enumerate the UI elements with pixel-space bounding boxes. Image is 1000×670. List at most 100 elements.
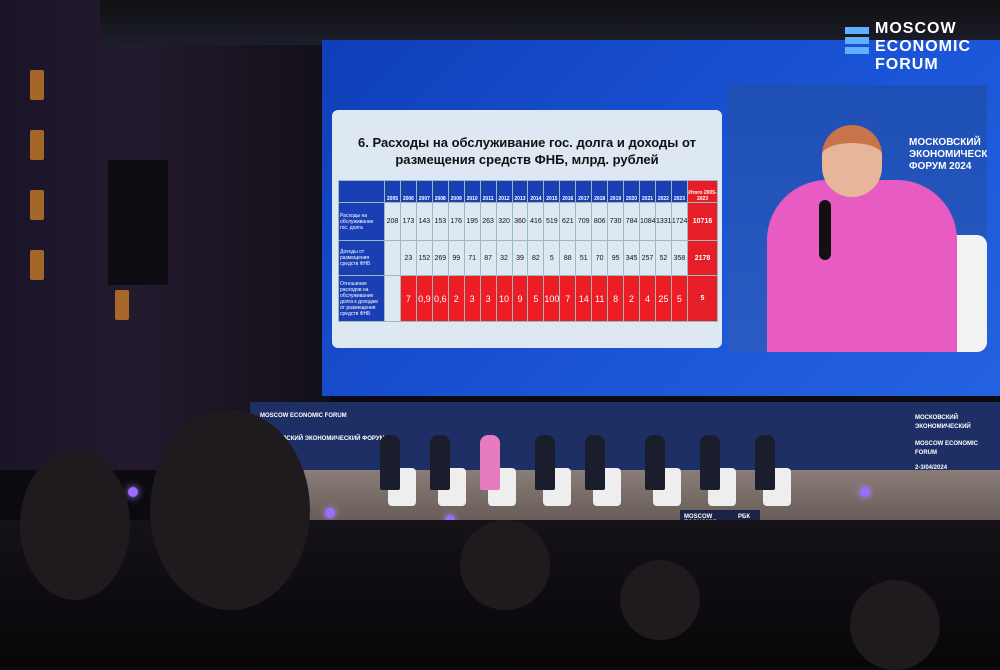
presentation-slide: 6. Расходы на обслуживание гос. долга и … [332,110,722,348]
banner-line: MOSCOW ECONOMIC FORUM [915,441,978,456]
year-header: 2017 [575,180,593,203]
stage-light [128,487,138,497]
table-cell: 25 [654,275,672,322]
table-cell: 4 [639,275,656,322]
stage-light [860,487,870,497]
banner-line: МОСКОВСКИЙ ЭКОНОМИЧЕСКИЙ [915,415,971,430]
table-cell: 416 [527,202,545,241]
year-header: 2009 [447,180,465,203]
backdrop-line: МОСКОВСКИЙ [909,137,981,148]
table-cell: 263 [479,202,497,241]
stage-light [325,508,335,518]
speaker-cabinet [108,160,168,285]
panelist [430,435,450,490]
table-cell: 9 [511,275,529,322]
table-cell: 51 [575,240,593,276]
venue-wall [0,0,330,470]
table-cell: 7 [399,275,417,322]
logo-line: MOSCOW [875,20,957,37]
speaker [767,180,957,352]
table-cell: 14 [575,275,593,322]
panelist [480,435,500,490]
table-cell: 82 [527,240,545,276]
table-cell: 152 [415,240,433,276]
table-cell: 143 [415,202,433,241]
table-cell: 8 [607,275,625,322]
table-cell: 5 [670,275,689,322]
microphone-icon [819,200,831,260]
forum-logo: MOSCOW ECONOMIC FORUM [845,20,971,74]
panelist [645,435,665,490]
year-header: 2016 [559,180,577,203]
table-cell: 621 [559,202,577,241]
table-cell: 7 [559,275,577,322]
banner-line: МОСКОВСКИЙ ЭКОНОМИЧЕСКИЙ ФОРУМ [260,436,385,442]
panelist [535,435,555,490]
table-cell: 345 [623,240,640,276]
table-cell: 1724 [670,202,689,241]
table-cell: 360 [511,202,529,241]
table-cell: 5 [543,240,561,276]
row-label: Расходы на обслуживание гос. долга [338,202,385,241]
table-cell [384,240,401,276]
table-cell: 52 [654,240,672,276]
table-cell: 0,9 [415,275,433,322]
total-cell: 5 [687,275,718,322]
table-cell: 99 [447,240,465,276]
table-cell: 2 [623,275,640,322]
year-header: 2019 [607,180,625,203]
panelist [380,435,400,490]
year-header: 2007 [415,180,433,203]
year-header: 2010 [463,180,481,203]
table-cell: 70 [591,240,609,276]
table-cell: 23 [399,240,417,276]
year-header: 2022 [654,180,672,203]
year-header: 2006 [399,180,417,203]
year-header: 2005 [384,180,401,203]
backdrop-line: ФОРУМ 2024 [909,161,972,172]
backdrop-text: МОСКОВСКИЙ ЭКОНОМИЧЕСКІ ФОРУМ 2024 [909,137,987,173]
total-header: Итого 2005-2023 [687,180,718,203]
year-header: 2015 [543,180,561,203]
table-cell: 784 [623,202,640,241]
table-cell: 2 [447,275,465,322]
table-row: Отношение расходов на обслуживание долга… [338,275,718,322]
year-header: 2021 [639,180,656,203]
table-cell: 519 [543,202,561,241]
panelist [755,435,775,490]
table-cell: 3 [479,275,497,322]
table-cell: 176 [447,202,465,241]
year-header: 2011 [479,180,497,203]
table-row: Доходы от размещения средств ФНБ 23 152 269… [338,240,718,276]
table-cell: 730 [607,202,625,241]
table-cell: 10 [495,275,513,322]
table-cell: 87 [479,240,497,276]
table-cell: 95 [607,240,625,276]
table-cell: 195 [463,202,481,241]
table-cell: 208 [384,202,401,241]
speaker-head [822,125,882,197]
row-label: Отношение расходов на обслуживание долга… [338,275,385,322]
table-cell: 3 [463,275,481,322]
banner-line: 2-3/04/2024 [915,465,948,471]
table-cell: 1084 [639,202,656,241]
year-header: 2008 [431,180,449,203]
banner-line: MOSCOW ECONOMIC FORUM [260,413,347,419]
panelist [700,435,720,490]
backdrop-line: ЭКОНОМИЧЕСКІ [909,149,987,160]
table-cell: 358 [670,240,689,276]
table-cell [384,275,401,322]
logo-line: FORUM [875,56,939,73]
table-cell: 257 [639,240,656,276]
data-table: 2005 2006 2007 2008 2009 2010 2011 2012 2013 2014… [338,180,718,322]
table-cell: 88 [559,240,577,276]
table-cell: 39 [511,240,529,276]
total-cell: 2178 [687,240,718,276]
table-cell: 709 [575,202,593,241]
year-header: 2020 [623,180,640,203]
table-cell: 5 [527,275,545,322]
table-cell: 32 [495,240,513,276]
speaker-video-feed: МОСКОВСКИЙ ЭКОНОМИЧЕСКІ ФОРУМ 2024 [727,85,987,352]
right-banner: МОСКОВСКИЙ ЭКОНОМИЧЕСКИЙ MOSCOW ECONOMIC… [915,414,1000,473]
sponsor-logo: РБК [738,514,750,520]
